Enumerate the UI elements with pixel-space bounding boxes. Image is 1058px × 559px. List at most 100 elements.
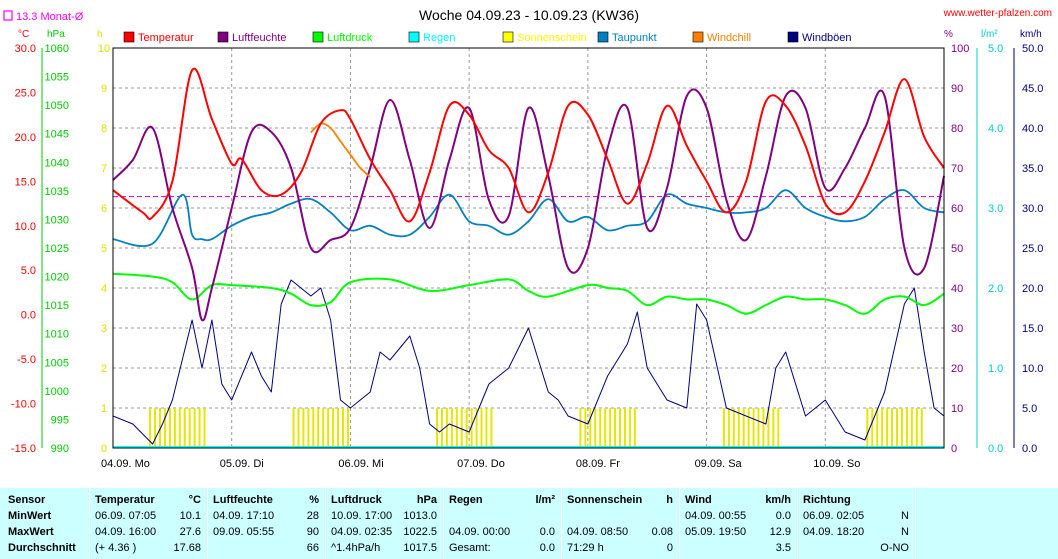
tick-humidity-6: 40 bbox=[951, 283, 963, 295]
series-luftdruck bbox=[112, 272, 945, 315]
tick-temperature-3: 15.0 bbox=[15, 176, 36, 188]
wind-min-value: 0.0 bbox=[775, 510, 791, 522]
tick-temperature-1: 25.0 bbox=[15, 87, 36, 99]
site-url: www.wetter-pfalzen.com bbox=[943, 8, 1052, 19]
tick-pressure-14: 990 bbox=[51, 443, 69, 455]
sun-max-time: 04.09. 08:50 bbox=[567, 526, 629, 538]
dir-min-value: N bbox=[901, 510, 909, 522]
dir-avg-value: O-NO bbox=[880, 542, 909, 554]
legend-swatch-3 bbox=[408, 31, 420, 43]
hum-header: Luftfeuchte bbox=[213, 494, 273, 506]
legend-label-1: Luftfeuchte bbox=[232, 32, 286, 44]
tick-rain-3: 2.0 bbox=[988, 283, 1003, 295]
chart-background bbox=[0, 0, 1058, 488]
col-sunshine: Sonnenschein h 04.09. 08:50 0.08 71:29 h… bbox=[561, 488, 679, 559]
x-label-4: 08.09. Fr bbox=[576, 458, 620, 470]
tick-rain-5: 0.0 bbox=[988, 443, 1003, 455]
x-label-5: 09.09. Sa bbox=[695, 458, 743, 470]
hum-min-value: 28 bbox=[306, 510, 319, 522]
rain-max-time: 04.09. 00:00 bbox=[449, 526, 511, 538]
sun-max-value: 0.08 bbox=[651, 526, 673, 538]
tick-sunshine-10: 0 bbox=[101, 443, 107, 455]
legend-swatch-5 bbox=[597, 31, 609, 43]
dir-header: Richtung bbox=[803, 494, 851, 506]
press-avg-value: 1017.5 bbox=[403, 542, 437, 554]
rain-avg-note: Gesamt: bbox=[449, 542, 491, 554]
label-min: MinWert bbox=[8, 510, 52, 522]
press-min-value: 1013.0 bbox=[403, 510, 437, 522]
tick-wind-9: 5.0 bbox=[1022, 403, 1037, 415]
tick-wind-5: 25.0 bbox=[1022, 243, 1043, 255]
tick-rain-1: 4.0 bbox=[988, 123, 1003, 135]
label-avg: Durchschnitt bbox=[8, 542, 76, 554]
wind-min-time: 04.09. 00:55 bbox=[685, 510, 747, 522]
tick-pressure-11: 1005 bbox=[45, 357, 69, 369]
tick-sunshine-8: 2 bbox=[101, 363, 107, 375]
tick-humidity-4: 60 bbox=[951, 203, 963, 215]
temp-header: Temperatur bbox=[95, 494, 155, 506]
unit-rain: l/m² bbox=[981, 29, 998, 40]
tick-temperature-9: -15.0 bbox=[11, 443, 36, 455]
tick-temperature-7: -5.0 bbox=[17, 354, 36, 366]
legend-label-4: Sonnenschein bbox=[517, 32, 587, 44]
tick-temperature-6: 0.0 bbox=[21, 310, 36, 322]
wind-unit: km/h bbox=[765, 494, 791, 506]
wind-max-time: 05.09. 19:50 bbox=[685, 526, 747, 538]
unit-pressure: hPa bbox=[47, 29, 65, 40]
series-luftfeuchte bbox=[112, 88, 945, 322]
tick-rain-2: 3.0 bbox=[988, 203, 1003, 215]
tick-sunshine-9: 1 bbox=[101, 403, 107, 415]
tick-humidity-3: 70 bbox=[951, 163, 963, 175]
chart-title: Woche 04.09.23 - 10.09.23 (KW36) bbox=[419, 7, 639, 23]
tick-humidity-2: 80 bbox=[951, 123, 963, 135]
temp-max-value: 27.6 bbox=[179, 526, 201, 538]
tick-pressure-10: 1010 bbox=[45, 329, 69, 341]
press-header: Luftdruck bbox=[331, 494, 382, 506]
tick-wind-1: 45.0 bbox=[1022, 83, 1043, 95]
tick-pressure-4: 1040 bbox=[45, 157, 69, 169]
sun-unit: h bbox=[666, 494, 673, 506]
tick-sunshine-1: 9 bbox=[101, 83, 107, 95]
press-max-value: 1022.5 bbox=[403, 526, 437, 538]
x-label-2: 06.09. Mi bbox=[338, 458, 383, 470]
tick-temperature-8: -10.0 bbox=[11, 399, 36, 411]
series-taupunkt bbox=[112, 189, 945, 248]
tick-humidity-8: 20 bbox=[951, 363, 963, 375]
legend-label-0: Temperatur bbox=[138, 32, 194, 44]
legend: Temperatur Luftfeuchte Luftdruck Regen Sonne… bbox=[123, 31, 852, 44]
tick-wind-4: 30.0 bbox=[1022, 203, 1043, 215]
unit-wind: km/h bbox=[1020, 29, 1042, 40]
label-sensor: Sensor bbox=[8, 494, 46, 506]
wind-max-value: 12.9 bbox=[769, 526, 791, 538]
rain-avg-value: 0.0 bbox=[539, 542, 555, 554]
col-empty bbox=[915, 488, 1058, 559]
press-unit: hPa bbox=[416, 494, 437, 506]
rain-unit: l/m² bbox=[535, 494, 555, 506]
tick-pressure-0: 1060 bbox=[45, 43, 69, 55]
sun-header: Sonnenschein bbox=[567, 494, 643, 506]
tick-sunshine-7: 3 bbox=[101, 323, 107, 335]
tick-pressure-9: 1015 bbox=[45, 300, 69, 312]
tick-sunshine-6: 4 bbox=[101, 283, 107, 295]
press-min-time: 10.09. 17:00 bbox=[331, 510, 393, 522]
temp-min-value: 10.1 bbox=[179, 510, 201, 522]
tick-temperature-4: 10.0 bbox=[15, 221, 36, 233]
tick-pressure-2: 1050 bbox=[45, 100, 69, 112]
legend-label-3: Regen bbox=[423, 32, 455, 44]
x-label-1: 05.09. Di bbox=[220, 458, 264, 470]
sun-avg-note: 71:29 h bbox=[567, 542, 604, 554]
hum-max-time: 09.09. 05:55 bbox=[213, 526, 275, 538]
tick-sunshine-2: 8 bbox=[101, 123, 107, 135]
temp-max-time: 04.09. 16:00 bbox=[95, 526, 157, 538]
axes: 30.0 25.0 2 0.0 15.0 10.0 5.0 0.0 -5.0 -10.0 -15.0… bbox=[11, 43, 1044, 470]
series-windböen bbox=[112, 279, 945, 445]
col-pressure: Luftdruck hPa 10.09. 17:00 1013.0 04.09.… bbox=[325, 488, 443, 559]
tick-pressure-7: 1025 bbox=[45, 243, 69, 255]
label-max: MaxWert bbox=[8, 526, 54, 538]
series-lines bbox=[112, 67, 945, 448]
wind-header: Wind bbox=[685, 494, 712, 506]
legend-label-2: Luftdruck bbox=[327, 32, 373, 44]
sun-avg-value: 0 bbox=[666, 542, 673, 554]
tick-humidity-1: 90 bbox=[951, 83, 963, 95]
col-temperature: Temperatur °C 06.09. 07:05 10.1 04.09. 1… bbox=[89, 488, 207, 559]
